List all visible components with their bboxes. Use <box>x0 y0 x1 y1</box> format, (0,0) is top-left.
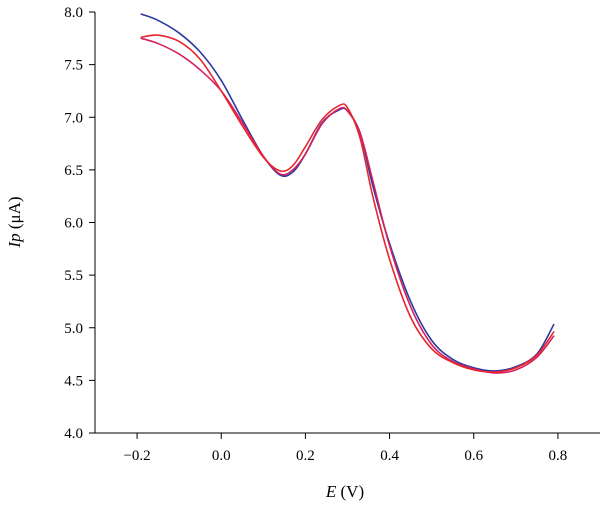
series-group <box>140 13 555 374</box>
series-line-2 <box>140 37 555 374</box>
x-axis-label: E (V) <box>325 482 364 501</box>
x-axis-label-unit: (V) <box>336 482 364 501</box>
y-tick-label: 8.0 <box>64 5 83 21</box>
x-axis-label-var: E <box>325 482 337 501</box>
y-axis: 4.0 4.5 5.0 5.5 6.0 6.5 7.0 7.5 8.0 <box>64 5 96 442</box>
y-axis-label: Ip (μA) <box>5 196 24 248</box>
x-tick-label: 0.8 <box>549 448 568 464</box>
series-line-1 <box>140 13 555 372</box>
x-tick-label: 0.0 <box>212 448 231 464</box>
y-tick-label: 5.5 <box>64 268 83 284</box>
x-tick-label: 0.2 <box>296 448 315 464</box>
x-tick-label: −0.2 <box>123 448 150 464</box>
y-tick-label: 7.5 <box>64 58 83 74</box>
x-tick-label: 0.4 <box>380 448 399 464</box>
y-axis-label-var: Ip <box>5 233 24 248</box>
x-tick-label: 0.6 <box>464 448 483 464</box>
y-tick-label: 5.0 <box>64 321 83 337</box>
x-axis: −0.2 0.0 0.2 0.4 0.6 0.8 <box>95 432 600 464</box>
y-tick-label: 6.5 <box>64 163 83 179</box>
y-tick-label: 7.0 <box>64 110 83 126</box>
y-tick-label: 4.0 <box>64 426 83 442</box>
y-tick-label: 6.0 <box>64 216 83 232</box>
y-tick-label: 4.5 <box>64 373 83 389</box>
y-axis-label-unit: (μA) <box>5 196 24 233</box>
series-line-3 <box>140 34 555 373</box>
